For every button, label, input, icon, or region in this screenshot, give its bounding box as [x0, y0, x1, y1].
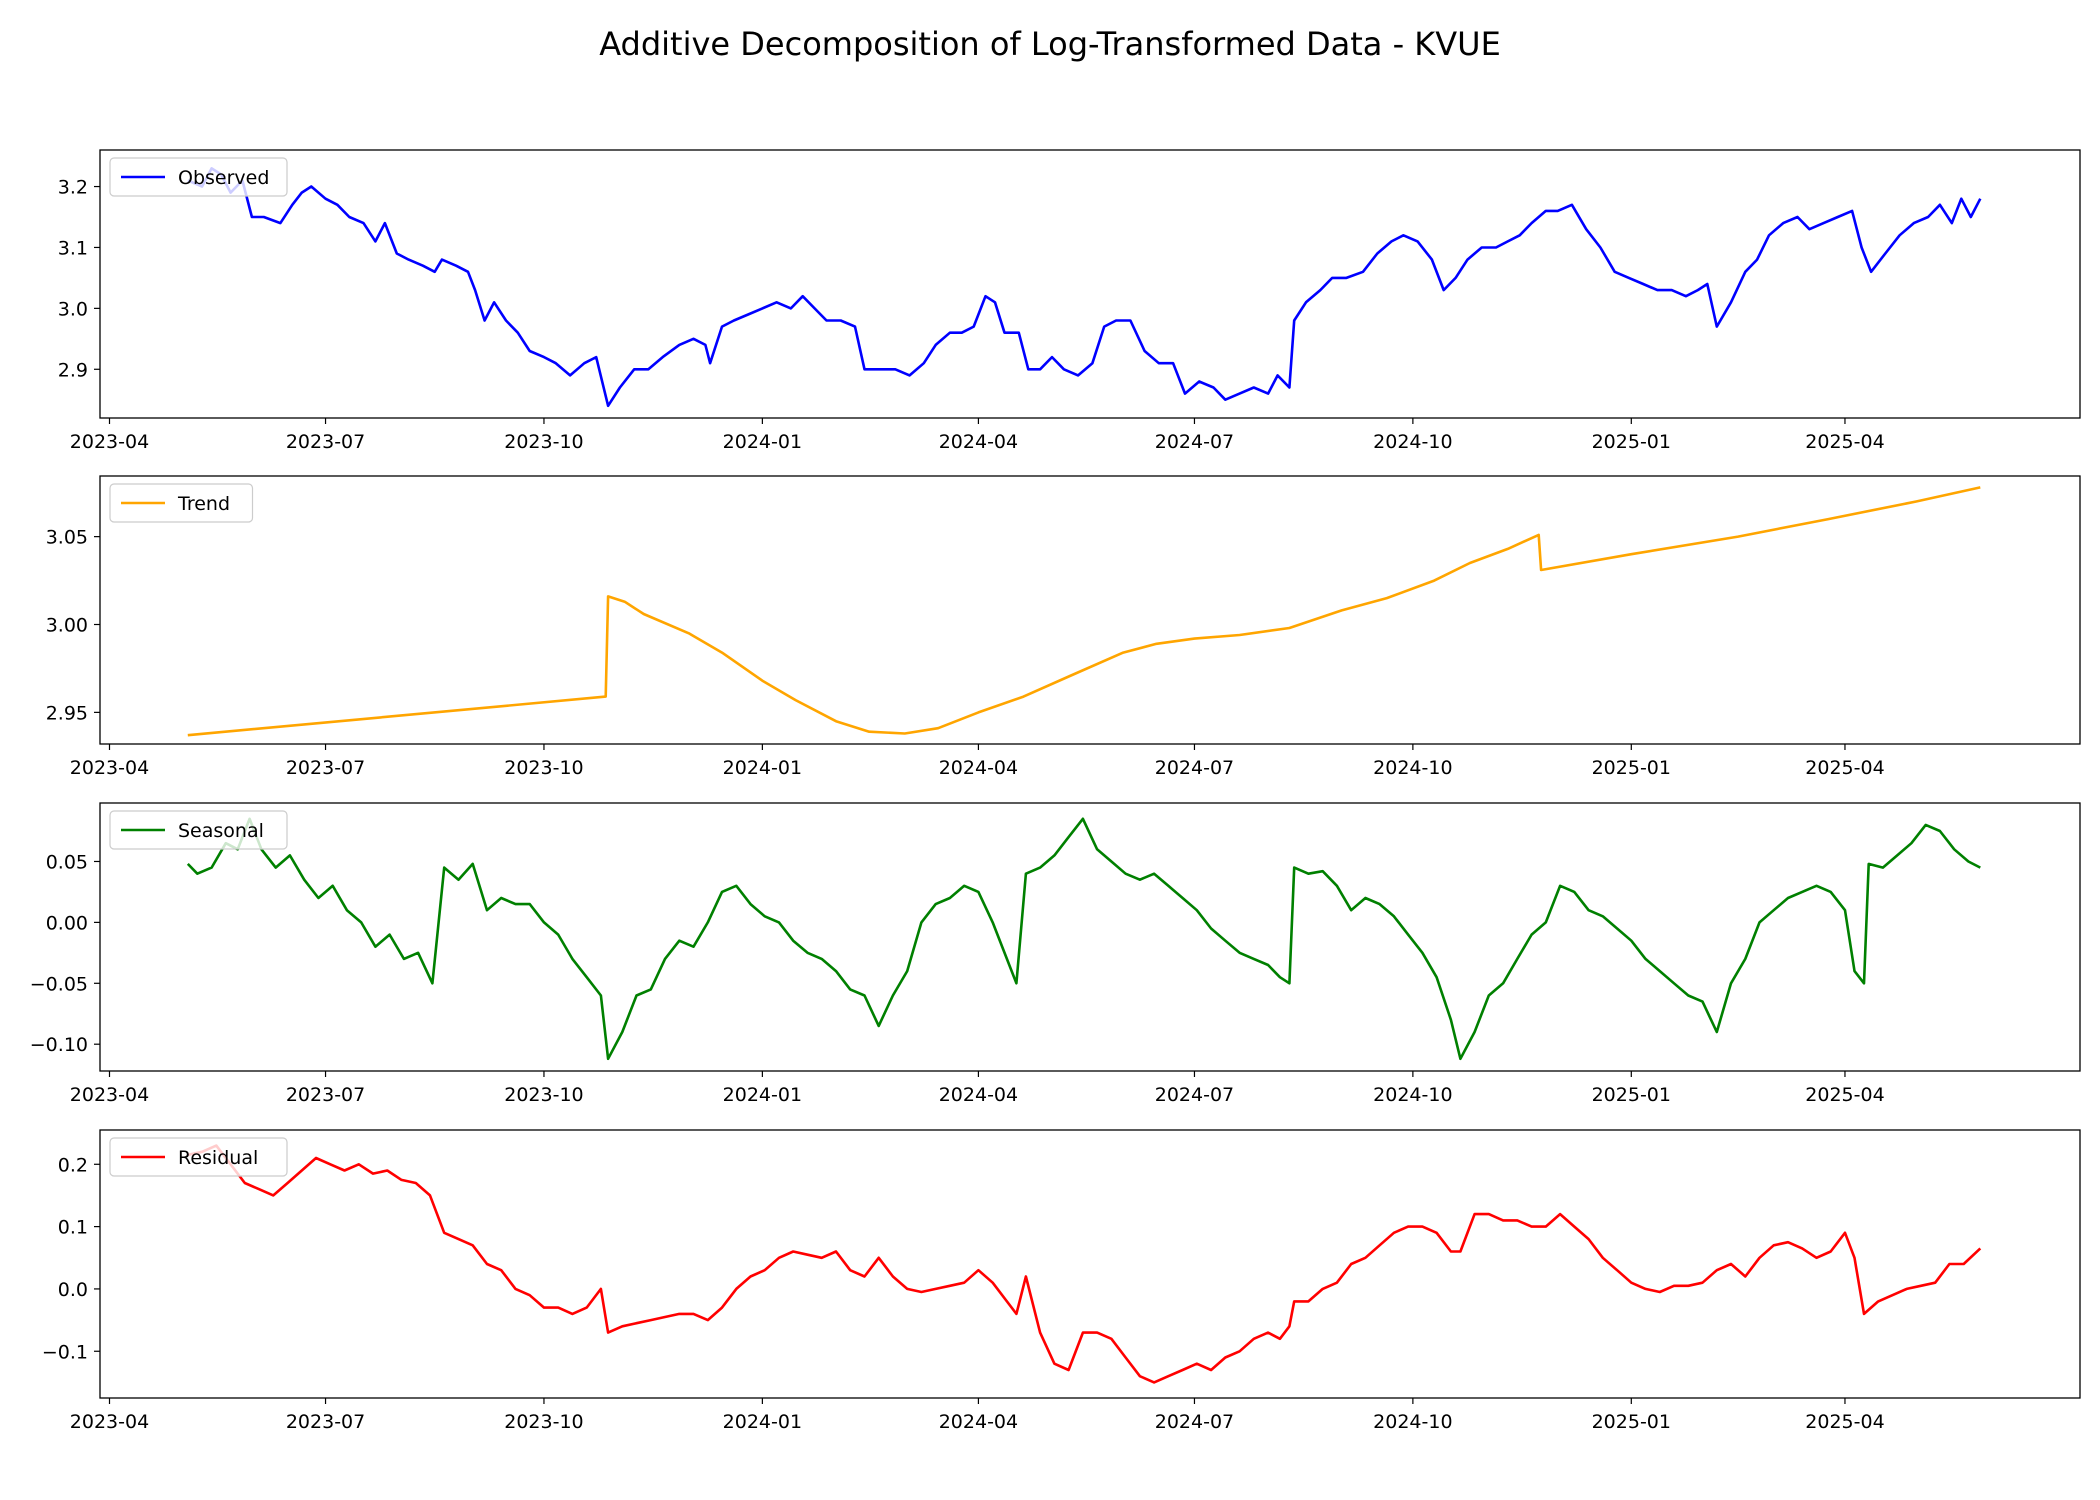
y-tick-label: 2.95: [46, 702, 88, 724]
x-tick-label: 2025-01: [1592, 757, 1671, 779]
x-tick-label: 2024-01: [723, 1411, 802, 1433]
x-tick-label: 2023-07: [286, 1411, 365, 1433]
residual-series-line: [187, 1144, 1982, 1384]
trend-axes-frame: [99, 475, 2081, 745]
legend-box: [109, 1137, 288, 1177]
x-tick-label: 2025-01: [1592, 1411, 1671, 1433]
y-tick-label: 2.9: [58, 359, 88, 381]
x-tick-label: 2023-07: [286, 431, 365, 453]
x-tick-label: 2024-07: [1155, 757, 1234, 779]
x-tick-label: 2025-04: [1805, 1084, 1884, 1106]
subplot-seasonal: −0.10 −0.05 0.00 0.05 2023-04 2023-07 2023-10 2…: [30, 802, 2081, 1106]
x-tick-label: 2024-07: [1155, 431, 1234, 453]
subplot-residual: −0.1 0.0 0.1 0.2 2023-04 2023-07 2023-10 2024-0…: [42, 1129, 2081, 1433]
legend-label: Observed: [178, 167, 269, 189]
subplot-observed: 2.9 3.0 3.1 3.2 2023-04 2023-07 2023-10 2024-01…: [58, 149, 2081, 453]
x-tick-label: 2024-10: [1373, 1084, 1452, 1106]
legend-box: [109, 810, 288, 850]
seasonal-axes-frame: [99, 802, 2081, 1072]
x-tick-label: 2024-04: [939, 1084, 1018, 1106]
x-tick-label: 2024-07: [1155, 1084, 1234, 1106]
x-tick-label: 2024-04: [939, 1411, 1018, 1433]
trend-series-line: [187, 486, 1981, 737]
y-tick-label: 0.05: [46, 851, 88, 873]
x-tick-label: 2024-04: [939, 757, 1018, 779]
x-tick-label: 2023-10: [504, 431, 583, 453]
x-tick-label: 2023-04: [70, 757, 149, 779]
x-tick-label: 2024-04: [939, 431, 1018, 453]
figure-title: Additive Decomposition of Log-Transforme…: [599, 25, 1501, 63]
residual-legend: Residual: [109, 1137, 288, 1177]
x-tick-label: 2024-01: [723, 1084, 802, 1106]
seasonal-legend: Seasonal: [109, 810, 288, 850]
x-tick-label: 2023-10: [504, 1411, 583, 1433]
legend-box: [109, 157, 288, 197]
y-tick-label: 3.05: [46, 527, 88, 549]
y-tick-label: 0.00: [46, 912, 88, 934]
y-tick-label: 3.0: [58, 298, 88, 320]
legend-label: Trend: [177, 493, 230, 515]
subplot-trend: 2.95 3.00 3.05 2023-04 2023-07 2023-10 2024-01…: [46, 475, 2081, 779]
x-tick-label: 2023-04: [70, 1084, 149, 1106]
x-tick-label: 2024-01: [723, 431, 802, 453]
observed-legend: Observed: [109, 157, 288, 197]
y-tick-label: −0.05: [30, 973, 88, 995]
x-tick-label: 2023-07: [286, 757, 365, 779]
x-tick-label: 2025-04: [1805, 431, 1884, 453]
x-tick-label: 2024-07: [1155, 1411, 1234, 1433]
x-tick-label: 2023-10: [504, 757, 583, 779]
observed-axes-frame: [99, 149, 2081, 419]
y-tick-label: 0.2: [58, 1154, 88, 1176]
x-tick-label: 2023-10: [504, 1084, 583, 1106]
y-tick-label: −0.10: [30, 1034, 88, 1056]
observed-series-line: [187, 167, 1982, 408]
subplots: 2.9 3.0 3.1 3.2 2023-04 2023-07 2023-10 2024-01…: [30, 149, 2081, 1433]
legend-box: [109, 483, 254, 523]
x-tick-label: 2023-04: [70, 1411, 149, 1433]
x-tick-label: 2023-07: [286, 1084, 365, 1106]
legend-label: Seasonal: [178, 820, 264, 842]
y-tick-label: −0.1: [42, 1341, 88, 1363]
x-tick-label: 2024-10: [1373, 431, 1452, 453]
x-tick-label: 2024-01: [723, 757, 802, 779]
x-tick-label: 2024-10: [1373, 1411, 1452, 1433]
x-tick-label: 2025-01: [1592, 1084, 1671, 1106]
y-tick-label: 3.1: [58, 237, 88, 259]
residual-axes-frame: [99, 1129, 2081, 1399]
y-tick-label: 0.1: [58, 1217, 88, 1239]
y-tick-label: 3.2: [58, 177, 88, 199]
legend-label: Residual: [178, 1147, 258, 1169]
x-tick-label: 2024-10: [1373, 757, 1452, 779]
trend-legend: Trend: [109, 483, 254, 523]
x-tick-label: 2025-01: [1592, 431, 1671, 453]
y-tick-label: 0.0: [58, 1279, 88, 1301]
x-tick-label: 2023-04: [70, 431, 149, 453]
x-tick-label: 2025-04: [1805, 1411, 1884, 1433]
x-tick-label: 2025-04: [1805, 757, 1884, 779]
seasonal-series-line: [186, 817, 1981, 1061]
y-tick-label: 3.00: [46, 614, 88, 636]
